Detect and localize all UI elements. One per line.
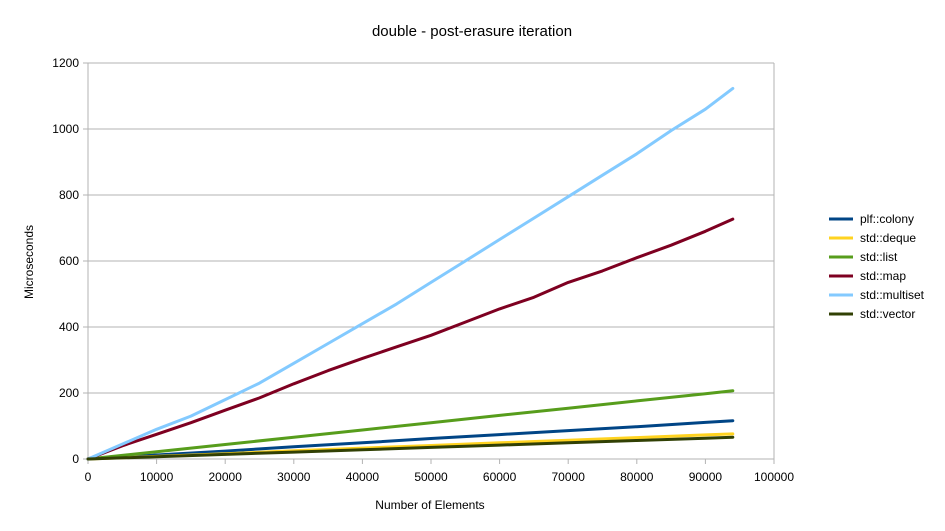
x-axis-ticks: 0 10000 20000 30000 40000 50000 60000 70000 8000…: [85, 459, 794, 484]
x-tick-label: 20000: [209, 470, 243, 484]
legend-label: std::map: [860, 269, 906, 283]
y-tick-label: 1000: [52, 122, 79, 136]
x-tick-label: 100000: [754, 470, 794, 484]
x-tick-label: 0: [85, 470, 92, 484]
legend-label: plf::colony: [860, 212, 914, 226]
legend: plf::colonystd::dequestd::liststd::mapst…: [829, 212, 925, 321]
y-tick-label: 600: [59, 254, 79, 268]
x-tick-label: 50000: [414, 470, 448, 484]
y-axis-ticks: 0 200 400 600 800 1000 1200: [52, 56, 88, 466]
legend-label: std::list: [860, 250, 898, 264]
x-tick-label: 30000: [277, 470, 311, 484]
series-line-std-list: [86, 389, 735, 461]
x-axis-label: Number of Elements: [375, 498, 484, 512]
y-tick-label: 200: [59, 386, 79, 400]
y-tick-label: 0: [72, 452, 79, 466]
legend-label: std::vector: [860, 307, 915, 321]
y-tick-label: 400: [59, 320, 79, 334]
legend-label: std::multiset: [860, 288, 925, 302]
x-tick-label: 60000: [483, 470, 517, 484]
grid: [87, 62, 775, 460]
y-axis-label: Microseconds: [22, 225, 36, 299]
x-tick-label: 90000: [689, 470, 723, 484]
chart-title: double - post-erasure iteration: [372, 23, 572, 40]
series-line-plf-colony: [86, 419, 735, 461]
y-tick-label: 800: [59, 188, 79, 202]
series-line-std-multiset: [86, 86, 735, 461]
y-tick-label: 1200: [52, 56, 79, 70]
x-tick-label: 10000: [140, 470, 174, 484]
x-tick-label: 70000: [552, 470, 586, 484]
x-tick-label: 40000: [346, 470, 380, 484]
legend-label: std::deque: [860, 231, 916, 245]
x-tick-label: 80000: [620, 470, 654, 484]
series-lines: [86, 86, 735, 461]
series-line-std-vector: [86, 435, 735, 461]
series-line-std-map: [86, 217, 735, 461]
